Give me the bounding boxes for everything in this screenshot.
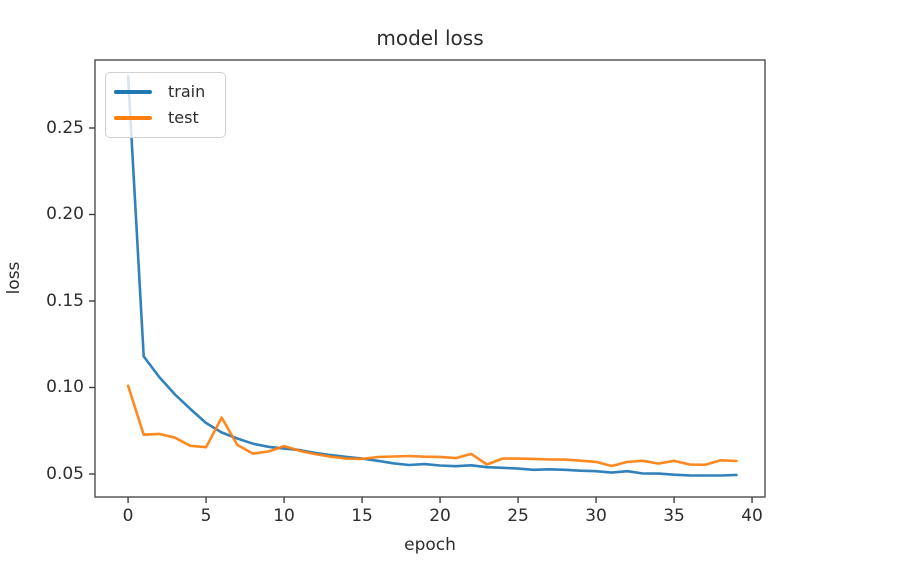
x-tick-label: 10 <box>273 506 295 526</box>
x-tick-label: 25 <box>507 506 529 526</box>
legend-line-swatch <box>114 90 152 94</box>
x-tick-label: 40 <box>741 506 763 526</box>
x-tick-label: 30 <box>585 506 607 526</box>
y-tick-label: 0.20 <box>46 204 84 225</box>
y-axis-label: loss <box>4 261 24 295</box>
axis-tick-marks <box>89 127 753 503</box>
series-line-test <box>126 384 738 468</box>
legend-line-swatch <box>114 116 152 120</box>
x-tick-label: 15 <box>351 506 373 526</box>
chart-title: model loss <box>376 26 484 50</box>
y-tick-label: 0.05 <box>46 463 84 484</box>
x-tick-label: 5 <box>200 506 212 526</box>
x-axis-label: epoch <box>404 535 456 555</box>
series-line-train <box>126 74 738 477</box>
legend-item-test: test <box>114 105 217 131</box>
axes-frame <box>94 59 766 498</box>
x-tick-label: 20 <box>429 506 451 526</box>
x-tick-label: 35 <box>663 506 685 526</box>
y-tick-label: 0.25 <box>46 117 84 138</box>
x-tick-label: 0 <box>122 506 134 526</box>
legend-item-train: train <box>114 79 217 105</box>
y-tick-label: 0.15 <box>46 290 84 311</box>
legend: train test <box>105 72 226 138</box>
y-tick-label: 0.10 <box>46 377 84 398</box>
series-lines <box>126 74 738 477</box>
legend-label: train <box>168 82 206 101</box>
legend-label: test <box>168 108 199 127</box>
